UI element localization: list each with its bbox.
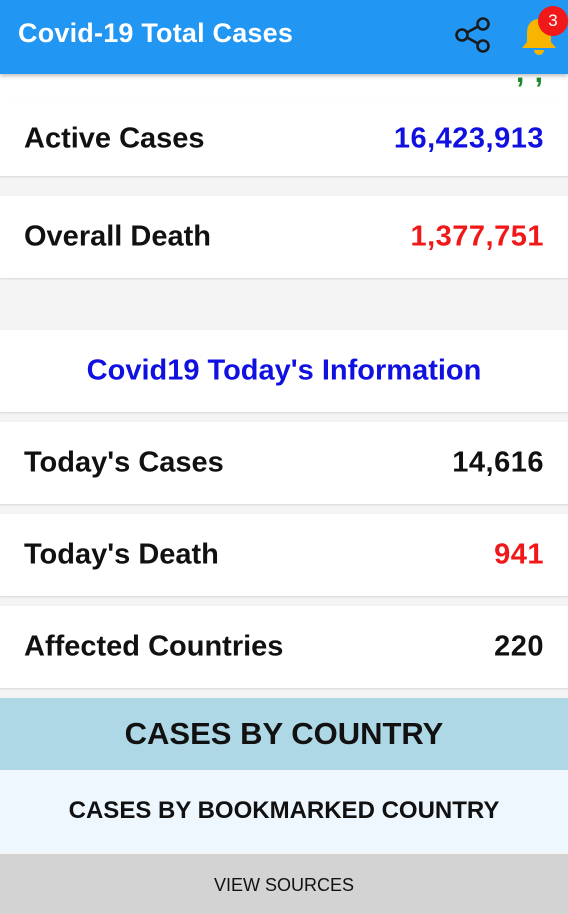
overall-death-value: 1,377,751 [410, 220, 544, 253]
overall-death-label: Overall Death [24, 220, 211, 253]
affected-countries-value: 220 [494, 630, 544, 663]
active-cases-value: 16,423,913 [393, 122, 544, 155]
affected-countries-label: Affected Countries [24, 630, 284, 663]
share-button[interactable] [452, 14, 494, 56]
todays-death-label: Today's Death [24, 538, 219, 571]
active-cases-row: Active Cases 16,423,913 [0, 102, 568, 176]
overall-death-row: Overall Death 1,377,751 [0, 196, 568, 278]
share-icon [455, 17, 490, 53]
todays-cases-row: Today's Cases 14,616 [0, 422, 568, 504]
todays-death-row: Today's Death 941 [0, 514, 568, 596]
todays-death-value: 941 [494, 538, 544, 571]
cases-by-country-button[interactable]: CASES BY COUNTRY [0, 698, 568, 770]
active-cases-label: Active Cases [24, 122, 205, 155]
app-title: Covid-19 Total Cases [18, 18, 294, 48]
notification-badge: 3 [538, 6, 568, 36]
cases-by-bookmarked-country-button[interactable]: CASES BY BOOKMARKED COUNTRY [0, 770, 568, 852]
todays-cases-value: 14,616 [452, 446, 544, 479]
app-bar: Covid-19 Total Cases 3 [0, 0, 568, 74]
todays-cases-label: Today's Cases [24, 446, 224, 479]
notifications-button[interactable]: 3 [514, 6, 568, 62]
view-sources-button[interactable]: VIEW SOURCES [0, 854, 568, 914]
today-info-heading-card: Covid19 Today's Information [0, 330, 568, 412]
affected-countries-row: Affected Countries 220 [0, 606, 568, 688]
today-info-heading: Covid19 Today's Information [86, 354, 482, 387]
